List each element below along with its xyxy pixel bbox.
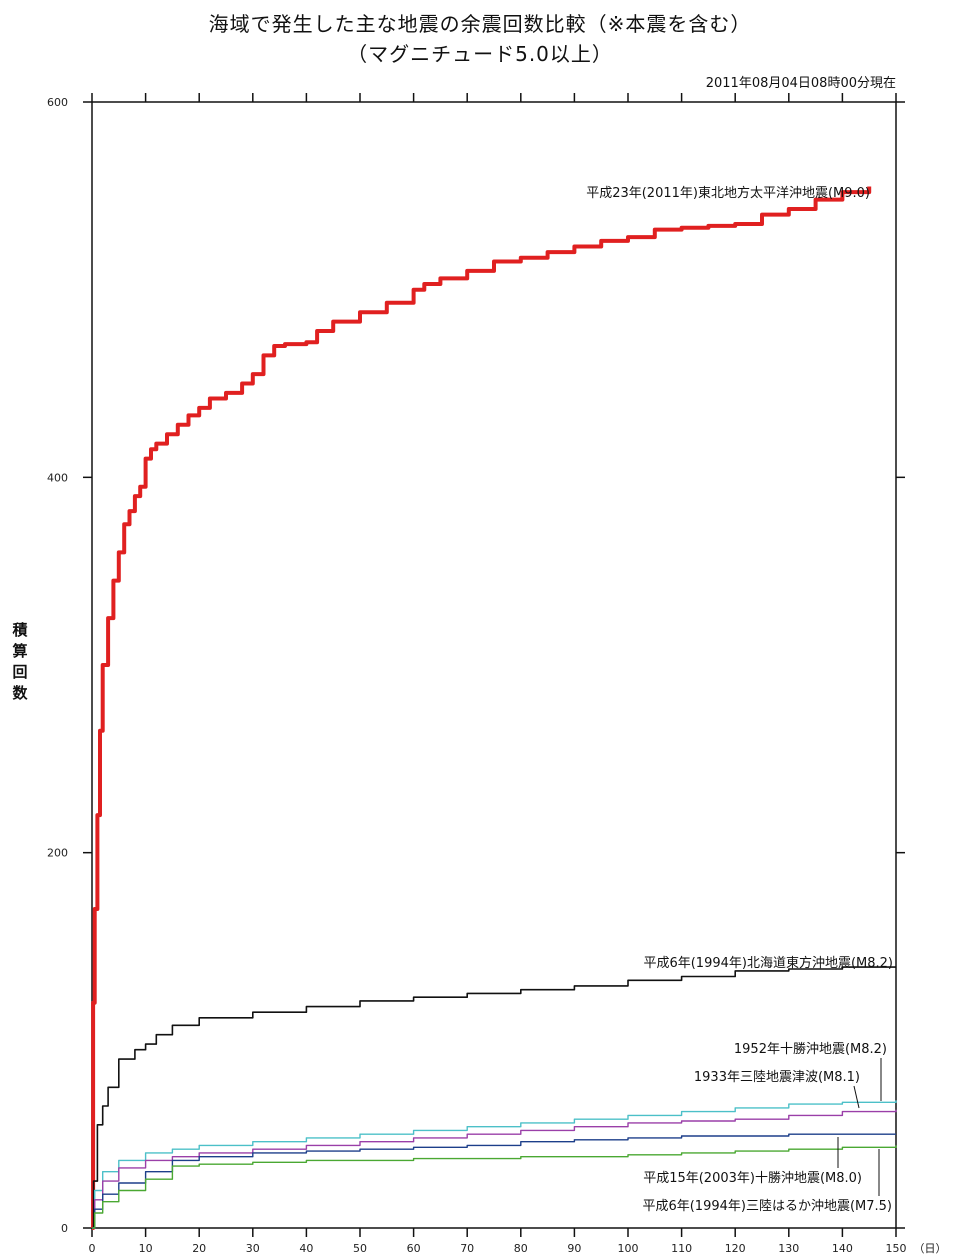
series-line — [91, 186, 872, 1230]
y-tick-label: 0 — [61, 1222, 68, 1235]
x-tick-label: 50 — [353, 1242, 367, 1255]
y-axis-label-char: 回 — [12, 663, 28, 681]
x-tick-label: 90 — [567, 1242, 581, 1255]
y-axis-label-char: 積 — [12, 621, 28, 639]
x-tick-label: 110 — [671, 1242, 692, 1255]
y-tick-label: 400 — [47, 471, 68, 484]
x-tick-label: 150 — [886, 1242, 907, 1255]
x-tick-label: 0 — [89, 1242, 96, 1255]
as-of-timestamp: 2011年08月04日08時00分現在 — [705, 76, 896, 91]
series-label: 平成6年(1994年)北海道東方沖地震(M8.2) — [643, 955, 893, 971]
series-label: 1952年十勝沖地震(M8.2) — [734, 1042, 887, 1057]
y-axis-label: 積 算 回 数 — [10, 620, 30, 704]
series-label: 平成6年(1994年)三陸はるか沖地震(M7.5) — [642, 1198, 892, 1214]
x-tick-label: 20 — [192, 1242, 206, 1255]
chart-subtitle: （マグニチュード5.0以上） — [347, 42, 613, 66]
series-leader-line — [853, 1085, 860, 1109]
x-tick-label: 100 — [618, 1242, 639, 1255]
chart-title: 海域で発生した主な地震の余震回数比較（※本震を含む） — [208, 12, 752, 36]
y-tick-label: 200 — [47, 847, 68, 860]
y-tick-label: 600 — [47, 96, 68, 109]
x-tick-label: 120 — [725, 1242, 746, 1255]
x-tick-label: 80 — [514, 1242, 528, 1255]
x-tick-label: 140 — [832, 1242, 853, 1255]
x-axis-unit: （日） — [914, 1242, 947, 1255]
x-tick-label: 10 — [139, 1242, 153, 1255]
y-axis-label-char: 数 — [12, 684, 28, 702]
x-tick-label: 40 — [299, 1242, 313, 1255]
series-line — [92, 1145, 897, 1229]
series-label: 1933年三陸地震津波(M8.1) — [694, 1069, 860, 1085]
x-tick-label: 60 — [407, 1242, 421, 1255]
x-tick-label: 70 — [460, 1242, 474, 1255]
plot-frame — [91, 101, 897, 1229]
series-line — [92, 1100, 897, 1229]
x-tick-label: 130 — [778, 1242, 799, 1255]
y-axis-label-char: 算 — [12, 642, 28, 660]
series-label: 平成15年(2003年)十勝沖地震(M8.0) — [643, 1171, 862, 1186]
series-line — [92, 1133, 896, 1229]
x-tick-label: 30 — [246, 1242, 260, 1255]
series-label: 平成23年(2011年)東北地方太平洋沖地震(M9.0) — [586, 185, 870, 201]
series-line — [92, 1109, 897, 1229]
series-line — [92, 966, 896, 1229]
